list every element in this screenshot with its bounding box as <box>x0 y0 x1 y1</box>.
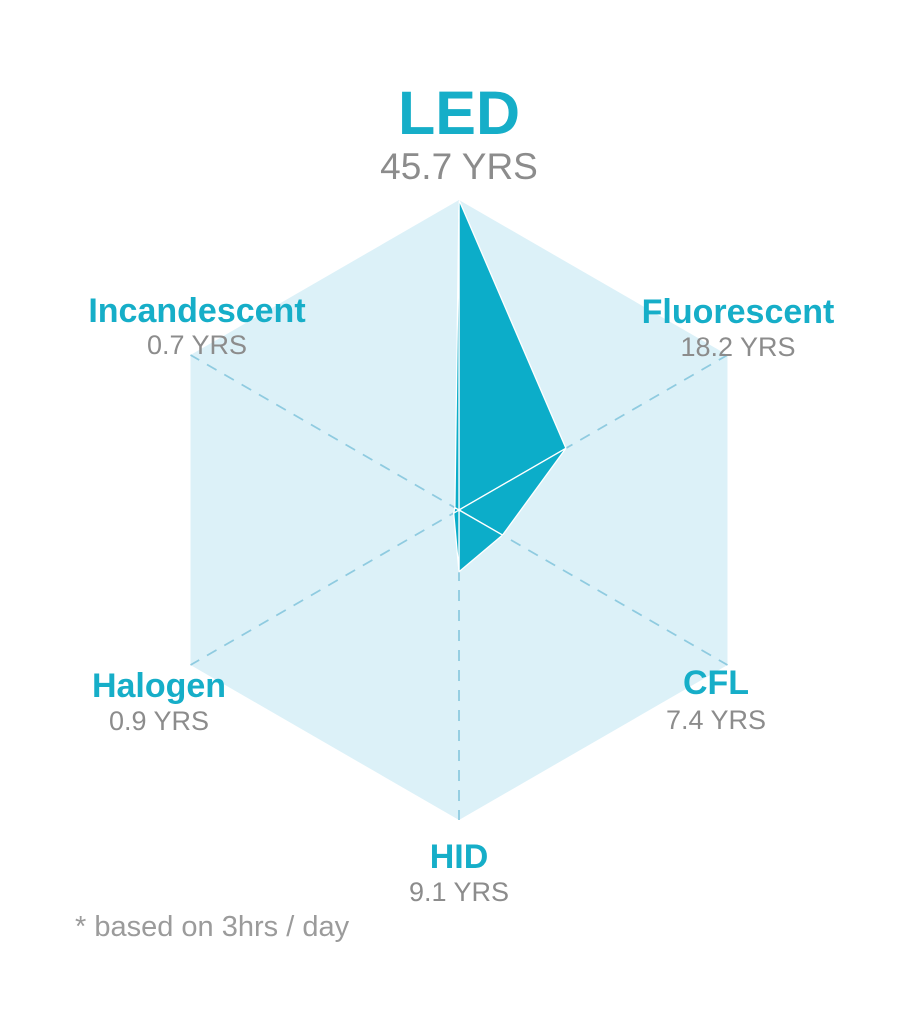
svg-text:Incandescent: Incandescent <box>88 292 305 330</box>
svg-text:9.1 YRS: 9.1 YRS <box>409 877 509 907</box>
svg-text:7.4 YRS: 7.4 YRS <box>666 705 766 735</box>
svg-text:Halogen: Halogen <box>92 667 226 705</box>
svg-text:18.2 YRS: 18.2 YRS <box>680 332 795 362</box>
svg-text:0.7 YRS: 0.7 YRS <box>147 330 247 360</box>
svg-text:HID: HID <box>430 838 489 876</box>
svg-text:0.9 YRS: 0.9 YRS <box>109 706 209 736</box>
svg-text:CFL: CFL <box>683 664 749 702</box>
svg-text:LED: LED <box>398 79 520 147</box>
svg-text:45.7 YRS: 45.7 YRS <box>380 146 538 187</box>
svg-text:Fluorescent: Fluorescent <box>642 293 835 331</box>
svg-text:* based on 3hrs / day: * based on 3hrs / day <box>75 911 350 943</box>
